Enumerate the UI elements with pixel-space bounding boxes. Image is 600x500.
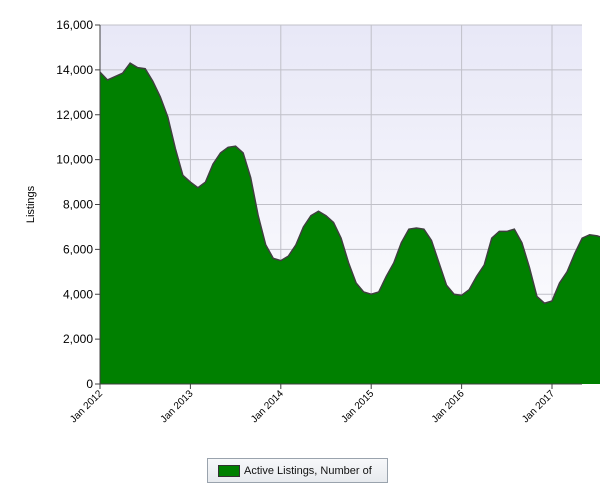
x-axis-ticks: Jan 2012 Jan 2013 Jan 2014 Jan 2015 Jan 2016… — [68, 384, 557, 425]
x-tick-label: Jan 2013 — [159, 388, 196, 425]
active-listings-chart: 0 2,000 4,000 6,000 8,000 10,000 12,000 14,000 1… — [25, 18, 600, 425]
y-axis-title: Listings — [25, 185, 37, 223]
legend-label: Active Listings, Number of — [244, 464, 372, 477]
x-tick-label: Jan 2017 — [520, 388, 557, 425]
y-tick-label: 10,000 — [56, 153, 93, 167]
active-listings-area — [100, 63, 600, 384]
y-tick-label: 0 — [86, 377, 93, 391]
legend-swatch — [218, 464, 240, 477]
x-tick-label: Jan 2015 — [339, 388, 376, 425]
y-tick-label: 2,000 — [63, 332, 93, 346]
y-tick-label: 12,000 — [56, 108, 93, 122]
y-tick-label: 16,000 — [56, 18, 93, 32]
y-tick-label: 14,000 — [56, 63, 93, 77]
y-tick-label: 4,000 — [63, 287, 93, 301]
x-tick-label: Jan 2014 — [249, 388, 286, 425]
y-axis-ticks: 0 2,000 4,000 6,000 8,000 10,000 12,000 14,000 1… — [56, 18, 100, 391]
y-tick-label: 8,000 — [63, 198, 93, 212]
x-tick-label: Jan 2016 — [430, 388, 467, 425]
active-listings-line — [99, 62, 600, 305]
legend: Active Listings, Number of — [207, 458, 388, 483]
x-tick-label: Jan 2012 — [68, 388, 105, 425]
y-tick-label: 6,000 — [63, 242, 93, 256]
